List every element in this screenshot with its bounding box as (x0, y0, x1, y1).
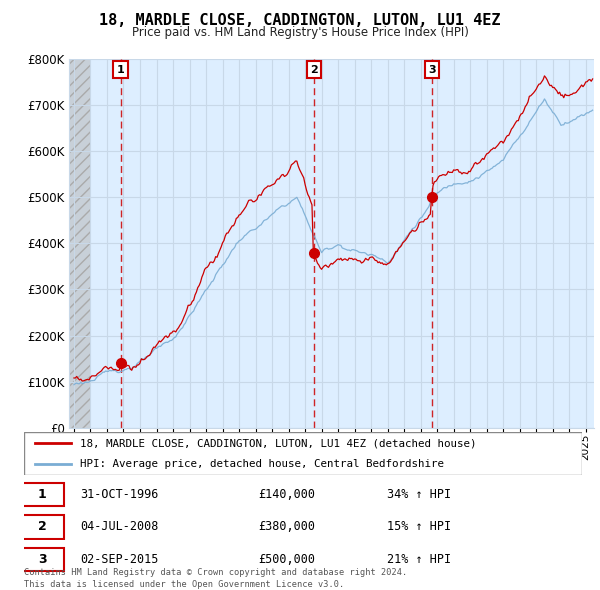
Text: 2: 2 (38, 520, 47, 533)
Text: 2: 2 (310, 64, 318, 74)
Text: £500,000: £500,000 (259, 553, 316, 566)
Text: 1: 1 (38, 488, 47, 501)
Text: 15% ↑ HPI: 15% ↑ HPI (387, 520, 451, 533)
FancyBboxPatch shape (20, 483, 64, 506)
Bar (69, 59, 91, 428)
FancyBboxPatch shape (20, 548, 64, 571)
Text: 34% ↑ HPI: 34% ↑ HPI (387, 488, 451, 501)
Text: Price paid vs. HM Land Registry's House Price Index (HPI): Price paid vs. HM Land Registry's House … (131, 26, 469, 39)
Text: Contains HM Land Registry data © Crown copyright and database right 2024.
This d: Contains HM Land Registry data © Crown c… (24, 568, 407, 589)
Text: 04-JUL-2008: 04-JUL-2008 (80, 520, 158, 533)
Text: 18, MARDLE CLOSE, CADDINGTON, LUTON, LU1 4EZ (detached house): 18, MARDLE CLOSE, CADDINGTON, LUTON, LU1… (80, 438, 476, 448)
FancyBboxPatch shape (24, 432, 582, 475)
Text: 1: 1 (117, 64, 125, 74)
Text: 31-OCT-1996: 31-OCT-1996 (80, 488, 158, 501)
Text: 21% ↑ HPI: 21% ↑ HPI (387, 553, 451, 566)
Text: £380,000: £380,000 (259, 520, 316, 533)
Text: 3: 3 (38, 553, 47, 566)
Text: 02-SEP-2015: 02-SEP-2015 (80, 553, 158, 566)
Text: £140,000: £140,000 (259, 488, 316, 501)
FancyBboxPatch shape (20, 515, 64, 539)
Text: HPI: Average price, detached house, Central Bedfordshire: HPI: Average price, detached house, Cent… (80, 460, 444, 469)
Text: 18, MARDLE CLOSE, CADDINGTON, LUTON, LU1 4EZ: 18, MARDLE CLOSE, CADDINGTON, LUTON, LU1… (99, 13, 501, 28)
Text: 3: 3 (428, 64, 436, 74)
